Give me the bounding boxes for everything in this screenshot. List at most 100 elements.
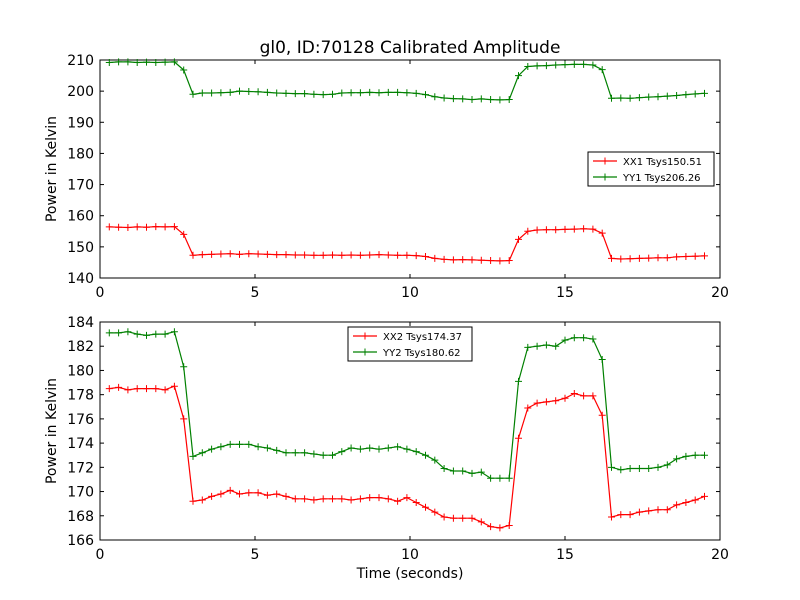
data-point	[347, 89, 355, 97]
data-point	[170, 328, 178, 336]
data-point	[682, 91, 690, 99]
data-point	[375, 251, 383, 259]
data-point	[691, 90, 699, 98]
y-tick-label: 168	[67, 509, 94, 525]
data-point	[403, 89, 411, 97]
data-point	[580, 334, 588, 342]
data-point	[236, 87, 243, 95]
data-point	[691, 451, 699, 459]
data-point	[310, 90, 318, 98]
data-point	[682, 498, 690, 506]
data-point	[412, 252, 420, 260]
data-point	[170, 382, 178, 390]
data-point	[236, 440, 243, 448]
data-point	[533, 342, 541, 350]
data-point	[589, 61, 597, 69]
data-point	[198, 251, 206, 259]
data-point	[515, 434, 522, 442]
data-point	[645, 254, 653, 262]
data-point	[487, 96, 495, 104]
data-point	[291, 495, 299, 503]
data-point	[152, 58, 160, 66]
y-tick-label: 184	[67, 315, 94, 331]
data-point	[217, 490, 225, 498]
data-point	[635, 508, 643, 516]
data-point	[691, 252, 699, 260]
data-point	[505, 257, 513, 265]
y-tick-label: 170	[67, 178, 94, 194]
data-point	[329, 495, 336, 503]
data-point	[161, 223, 169, 231]
data-point	[366, 251, 374, 259]
data-point	[431, 254, 439, 262]
data-point	[384, 251, 392, 259]
data-point	[124, 58, 132, 66]
data-point	[673, 455, 681, 463]
data-point	[449, 256, 457, 264]
data-point	[366, 444, 374, 452]
data-point	[301, 251, 309, 259]
data-point	[375, 494, 383, 502]
data-point	[412, 448, 420, 456]
data-point	[561, 336, 569, 344]
data-point	[477, 95, 485, 103]
data-point	[533, 399, 541, 407]
data-point	[282, 492, 290, 500]
data-point	[496, 474, 504, 482]
data-point	[273, 89, 281, 97]
data-point	[394, 251, 402, 259]
data-point	[310, 450, 318, 458]
data-point	[170, 58, 178, 66]
data-point	[291, 90, 299, 98]
data-point	[152, 223, 160, 231]
data-point	[263, 491, 271, 499]
data-point	[366, 88, 374, 96]
x-tick-label: 0	[96, 285, 105, 301]
data-point	[477, 256, 485, 264]
y-tick-label: 182	[67, 339, 94, 355]
data-point	[347, 444, 355, 452]
data-point	[319, 91, 327, 99]
series-2	[105, 328, 708, 482]
data-point	[394, 443, 402, 451]
data-point	[422, 451, 429, 459]
data-point	[561, 61, 569, 69]
data-point	[217, 443, 225, 451]
data-point	[598, 411, 606, 419]
data-point	[589, 392, 597, 400]
x-tick-label: 20	[711, 285, 729, 301]
data-point	[459, 467, 467, 475]
y-axis-label: Power in Kelvin	[44, 378, 60, 484]
data-point	[542, 398, 550, 406]
data-point	[189, 90, 197, 98]
data-point	[542, 62, 550, 70]
data-point	[673, 253, 681, 261]
data-point	[552, 226, 560, 234]
data-point	[608, 513, 615, 521]
data-point	[626, 94, 634, 102]
data-point	[338, 495, 346, 503]
legend-label: YY2 Tsys180.62	[382, 348, 461, 359]
data-point	[580, 225, 588, 233]
data-point	[245, 87, 253, 95]
data-point	[524, 63, 532, 71]
data-point	[635, 254, 643, 262]
data-point	[403, 445, 411, 453]
data-point	[189, 452, 197, 460]
data-point	[412, 498, 420, 506]
data-point	[319, 451, 327, 459]
data-point	[468, 469, 476, 477]
data-point	[673, 92, 681, 100]
x-tick-label: 10	[401, 547, 419, 563]
data-point	[282, 89, 290, 97]
data-point	[245, 440, 253, 448]
data-point	[515, 72, 522, 80]
data-point	[236, 250, 243, 258]
data-point	[208, 89, 216, 97]
data-point	[515, 377, 522, 385]
data-point	[440, 94, 448, 102]
data-point	[301, 495, 309, 503]
data-point	[654, 254, 662, 262]
data-point	[124, 328, 132, 336]
x-axis-label: Time (seconds)	[356, 566, 464, 582]
